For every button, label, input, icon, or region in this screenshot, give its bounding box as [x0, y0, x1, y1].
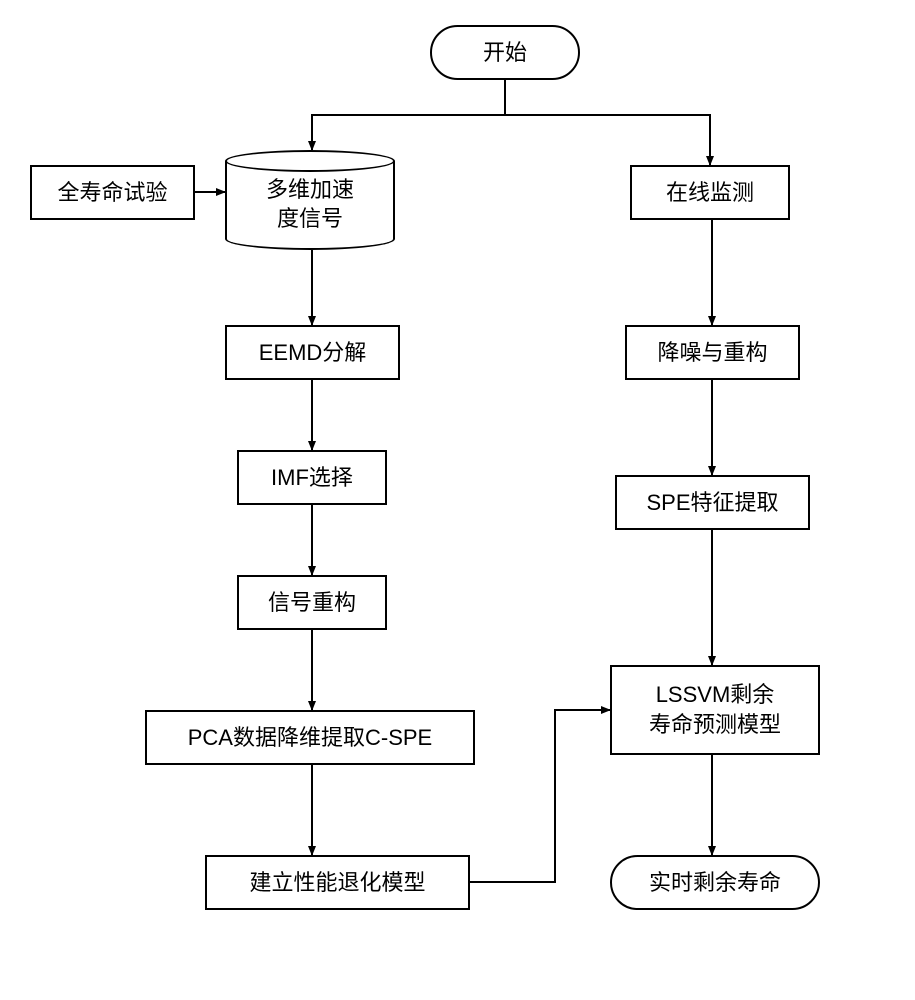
node-result: 实时剩余寿命 [610, 855, 820, 910]
node-label-multi_signal: 多维加速 度信号 [225, 176, 395, 233]
edge-start-to-multi_signal [312, 80, 505, 150]
node-spe_extract: SPE特征提取 [615, 475, 810, 530]
node-denoise: 降噪与重构 [625, 325, 800, 380]
node-online: 在线监测 [630, 165, 790, 220]
node-reconstruct: 信号重构 [237, 575, 387, 630]
node-pca: PCA数据降维提取C-SPE [145, 710, 475, 765]
node-eemd: EEMD分解 [225, 325, 400, 380]
edge-start-to-online [505, 80, 710, 165]
node-start: 开始 [430, 25, 580, 80]
node-imf: IMF选择 [237, 450, 387, 505]
node-lssvm: LSSVM剩余 寿命预测模型 [610, 665, 820, 755]
node-multi_signal: 多维加速 度信号 [225, 150, 395, 250]
node-full_life: 全寿命试验 [30, 165, 195, 220]
edge-degrade-to-lssvm [470, 710, 610, 882]
node-degrade: 建立性能退化模型 [205, 855, 470, 910]
